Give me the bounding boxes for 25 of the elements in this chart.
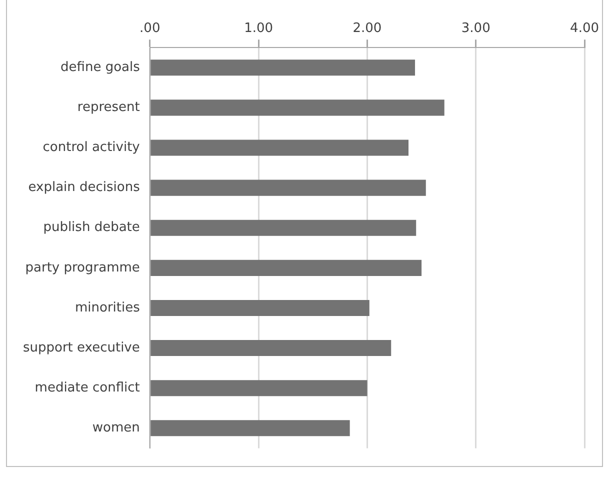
- bar: [150, 300, 370, 316]
- x-tick-label: 2.00: [352, 21, 382, 36]
- y-tick-label: publish debate: [43, 220, 140, 236]
- y-tick-label: support executive: [22, 340, 140, 356]
- bar: [150, 140, 408, 156]
- x-tick-label: 3.00: [461, 21, 490, 36]
- y-tick-label: party programme: [25, 260, 140, 276]
- bar: [150, 180, 426, 196]
- bar: [150, 420, 350, 436]
- bar: [150, 100, 444, 116]
- y-tick-label: control activity: [42, 140, 140, 156]
- y-tick-label: explain decisions: [28, 180, 140, 196]
- y-tick-label: define goals: [60, 60, 140, 76]
- x-tick-label: .00: [140, 21, 160, 36]
- bar: [150, 260, 422, 276]
- bar: [150, 380, 368, 396]
- bar: [150, 60, 416, 76]
- y-tick-label: women: [92, 420, 140, 436]
- y-tick-label: mediate conflict: [34, 380, 140, 396]
- x-tick-label: 4.00: [570, 21, 600, 36]
- x-tick-label: 1.00: [244, 21, 274, 36]
- y-tick-label: minorities: [74, 300, 140, 316]
- bar: [150, 340, 392, 356]
- bar: [150, 220, 416, 236]
- y-tick-label: represent: [77, 100, 140, 116]
